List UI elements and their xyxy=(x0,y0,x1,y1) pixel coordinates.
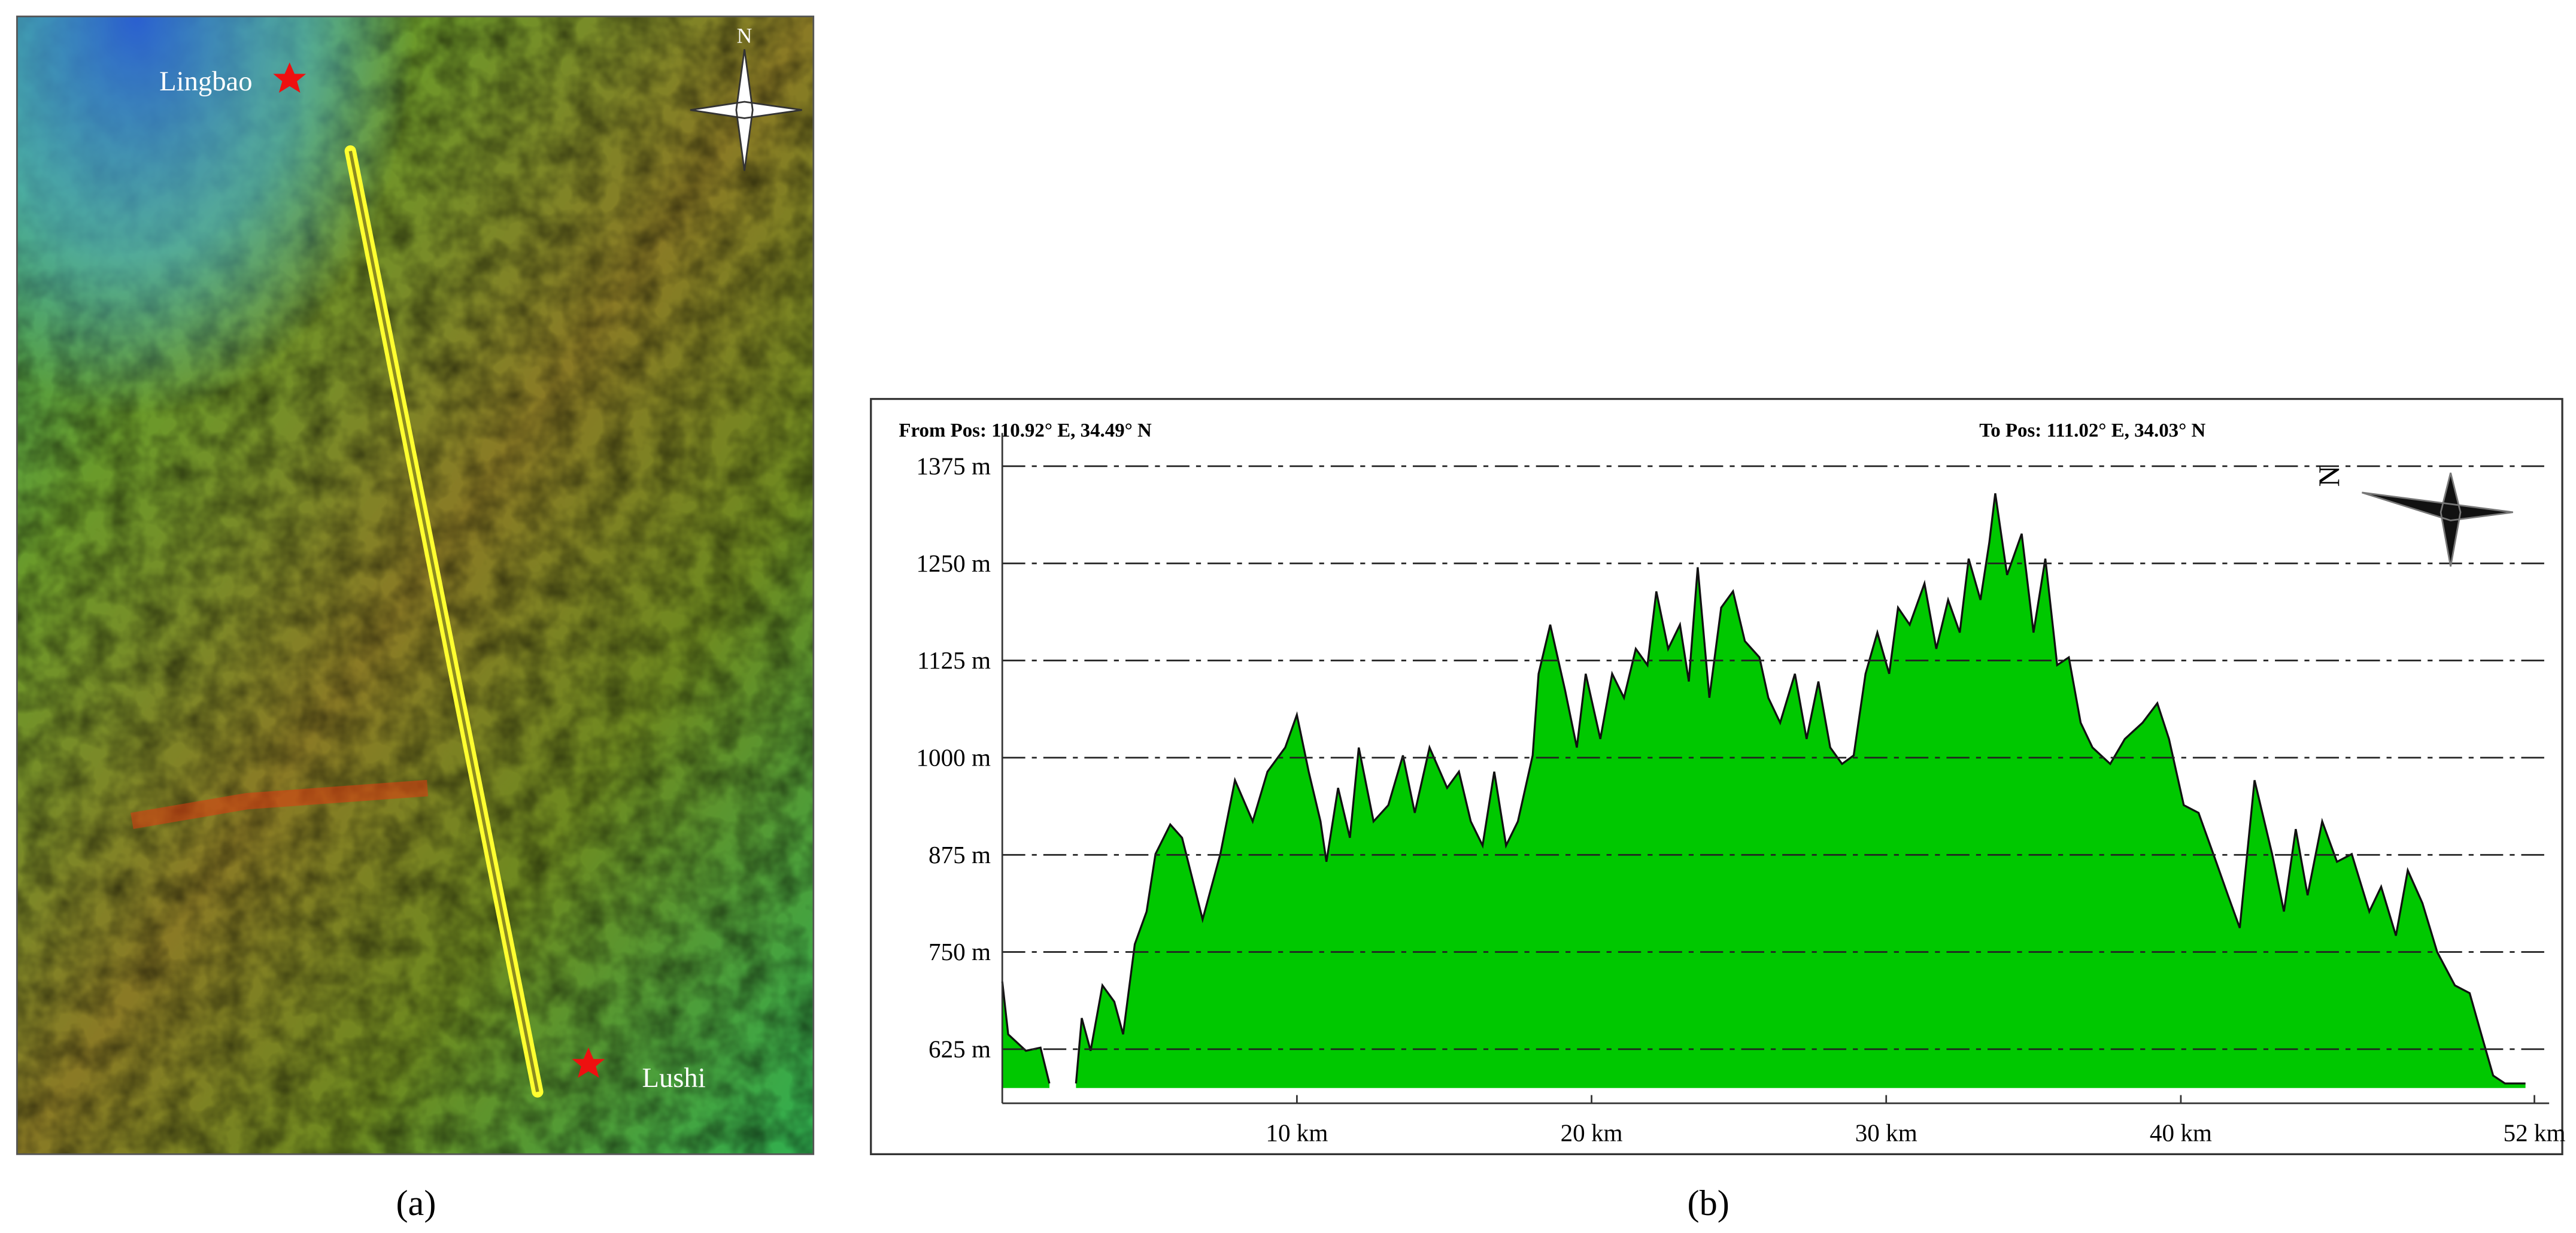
y-tick-label: 625 m xyxy=(929,1035,991,1063)
map-label: Lushi xyxy=(642,1062,706,1094)
header-left: From Pos: 110.92° E, 34.49° N xyxy=(899,420,1152,442)
caption: (a) xyxy=(396,1183,436,1223)
x-tick-label: 40 km xyxy=(2150,1119,2212,1146)
compass-label: N xyxy=(737,23,753,47)
caption: (b) xyxy=(1688,1183,1730,1223)
header-right: To Pos: 111.02° E, 34.03° N xyxy=(1979,420,2205,442)
city-star xyxy=(572,1047,605,1078)
x-tick-label: 30 km xyxy=(1855,1119,1917,1146)
map-border xyxy=(16,16,815,1155)
plot: 625 m 750 m 875 m 1000 m 1125 m 1250 m 1375 m 1… xyxy=(916,433,2566,1146)
x-tick-label: 20 km xyxy=(1561,1119,1623,1146)
x-tick-label: 52 km xyxy=(2504,1119,2566,1146)
chart-compass: N xyxy=(2313,466,2513,567)
map-compass: N xyxy=(690,23,802,171)
x-tick-label: 10 km xyxy=(1266,1119,1328,1146)
profile-line-core xyxy=(348,150,539,1092)
y-tick-label: 1125 m xyxy=(917,646,991,674)
map-ridge xyxy=(131,779,429,830)
y-tick-label: 1000 m xyxy=(916,744,991,772)
map-panel: Lingbao Lushi N xyxy=(16,16,815,1155)
y-tick-label: 1375 m xyxy=(916,452,991,480)
area xyxy=(1002,493,2526,1088)
compass-label: N xyxy=(2313,466,2346,487)
y-tick-label: 1250 m xyxy=(916,549,991,577)
y-tick-label: 750 m xyxy=(929,938,991,965)
city-star xyxy=(273,62,307,93)
y-tick-label: 875 m xyxy=(929,841,991,868)
area-outline xyxy=(1001,493,2526,1085)
map-water xyxy=(17,16,814,1155)
map-label: Lingbao xyxy=(159,66,252,97)
